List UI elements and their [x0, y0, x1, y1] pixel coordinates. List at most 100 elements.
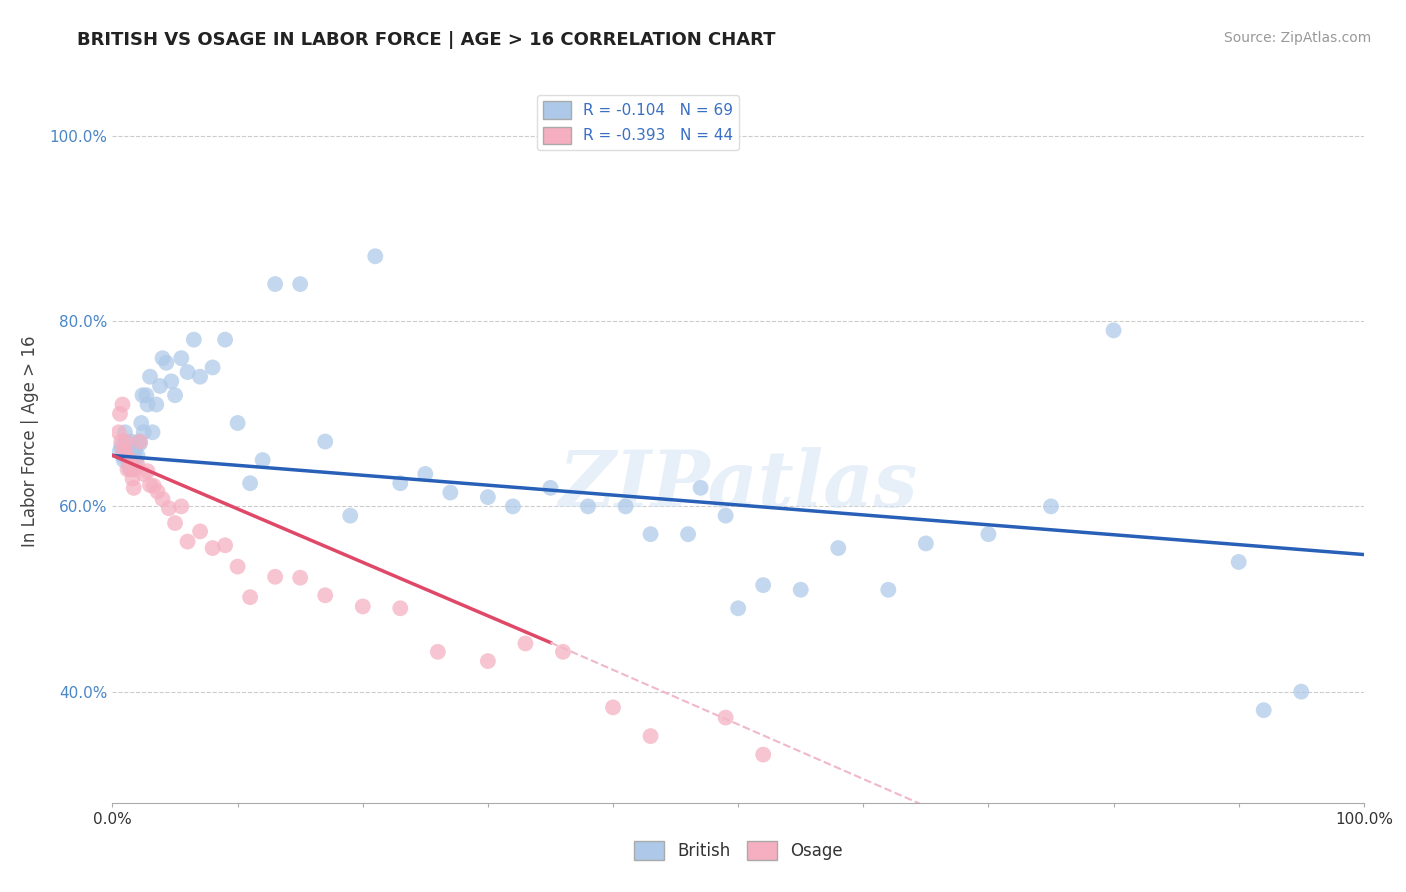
Point [127, 449, 149, 463]
Point [118, 458, 141, 472]
Point [290, 571, 312, 585]
Point [314, 434, 336, 449]
Point [135, 388, 157, 402]
Point [239, 476, 262, 491]
Point [120, 434, 142, 449]
Point [118, 453, 141, 467]
Text: Source: ZipAtlas.com: Source: ZipAtlas.com [1223, 31, 1371, 45]
Text: ZIPatlas: ZIPatlas [558, 447, 918, 523]
Point [139, 478, 162, 492]
Point [239, 590, 262, 604]
Point [115, 434, 138, 449]
Point [439, 485, 461, 500]
Point [389, 476, 412, 491]
Point [364, 249, 387, 263]
Point [290, 277, 312, 291]
Point [129, 416, 152, 430]
Point [551, 645, 574, 659]
Point [1291, 684, 1313, 698]
Point [120, 445, 142, 459]
Point [477, 490, 499, 504]
Point [118, 462, 141, 476]
Point [155, 356, 177, 370]
Point [112, 443, 135, 458]
Point [129, 434, 152, 449]
Point [477, 654, 499, 668]
Point [128, 434, 150, 449]
Point [160, 375, 183, 389]
Point [108, 443, 131, 458]
Point [252, 453, 274, 467]
Point [145, 397, 167, 411]
Point [689, 481, 711, 495]
Point [515, 636, 537, 650]
Point [142, 479, 165, 493]
Point [188, 524, 211, 539]
Point [201, 360, 224, 375]
Point [977, 527, 1000, 541]
Point [576, 500, 599, 514]
Point [136, 397, 159, 411]
Point [120, 462, 142, 476]
Point [226, 559, 249, 574]
Point [111, 449, 134, 463]
Point [117, 462, 139, 476]
Point [640, 729, 662, 743]
Point [752, 578, 775, 592]
Point [827, 541, 849, 555]
Point [149, 379, 172, 393]
Point [915, 536, 938, 550]
Point [108, 407, 131, 421]
Point [132, 467, 155, 481]
Point [176, 365, 198, 379]
Point [727, 601, 749, 615]
Point [152, 351, 174, 366]
Y-axis label: In Labor Force | Age > 16: In Labor Force | Age > 16 [21, 335, 38, 548]
Point [1039, 500, 1063, 514]
Point [163, 388, 186, 402]
Point [110, 434, 132, 449]
Text: BRITISH VS OSAGE IN LABOR FORCE | AGE > 16 CORRELATION CHART: BRITISH VS OSAGE IN LABOR FORCE | AGE > … [77, 31, 776, 49]
Point [110, 439, 132, 453]
Point [790, 582, 813, 597]
Legend: British, Osage: British, Osage [627, 834, 849, 867]
Point [389, 601, 412, 615]
Point [714, 508, 737, 523]
Point [114, 443, 136, 458]
Point [502, 500, 524, 514]
Point [146, 484, 169, 499]
Point [226, 416, 249, 430]
Point [107, 425, 129, 440]
Point [640, 527, 662, 541]
Point [114, 425, 136, 440]
Point [157, 501, 180, 516]
Point [117, 443, 139, 458]
Point [139, 369, 162, 384]
Point [118, 453, 141, 467]
Point [314, 588, 336, 602]
Point [112, 453, 135, 467]
Point [264, 277, 287, 291]
Point [121, 472, 143, 486]
Point [714, 710, 737, 724]
Point [111, 397, 134, 411]
Point [752, 747, 775, 762]
Point [170, 500, 193, 514]
Point [264, 570, 287, 584]
Point [129, 436, 152, 450]
Point [602, 700, 624, 714]
Point [122, 481, 145, 495]
Point [877, 582, 900, 597]
Point [352, 599, 374, 614]
Point [676, 527, 699, 541]
Point [132, 425, 155, 440]
Point [183, 333, 205, 347]
Point [124, 443, 146, 458]
Point [538, 481, 561, 495]
Point [121, 458, 143, 472]
Point [136, 464, 159, 478]
Point [413, 467, 436, 481]
Point [188, 369, 211, 384]
Point [214, 538, 236, 552]
Point [122, 449, 145, 463]
